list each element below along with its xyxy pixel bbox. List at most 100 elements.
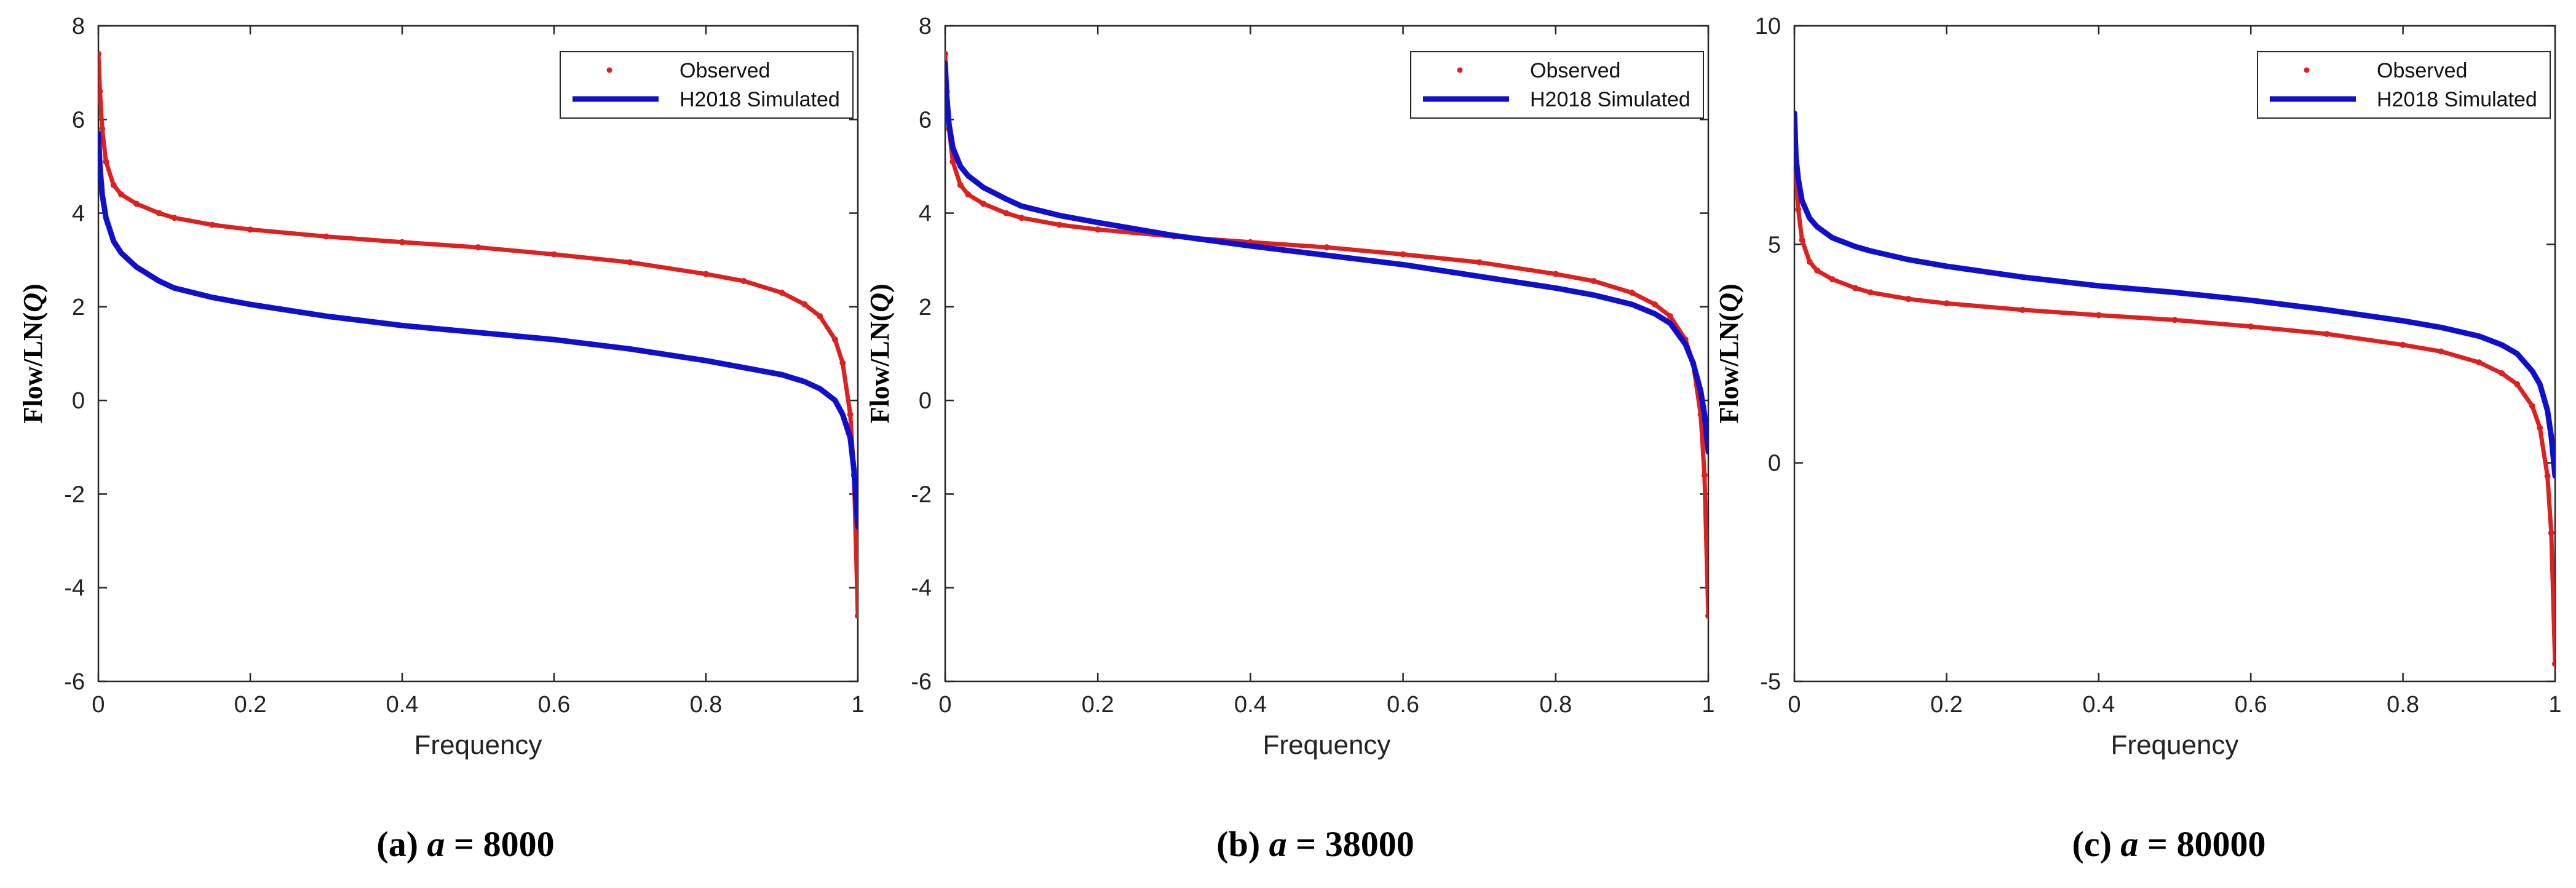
observed-point: [475, 244, 482, 251]
observed-point: [801, 301, 808, 308]
legend-observed-marker: [2304, 67, 2310, 73]
x-tick-label: 0.4: [2082, 692, 2115, 718]
observed-point: [1701, 472, 1708, 478]
plot-area: [945, 50, 1708, 619]
x-tick-label: 0.6: [2235, 692, 2267, 718]
observed-point: [1003, 210, 1010, 216]
x-tick-label: 0.6: [538, 692, 571, 718]
legend: Observed H2018 Simulated: [2257, 51, 2551, 119]
x-tick-label: 1: [2548, 692, 2561, 718]
x-tick-label: 0.8: [690, 692, 723, 718]
observed-point: [1056, 221, 1063, 228]
x-tick-label: 0.8: [1539, 692, 1572, 718]
x-tick-label: 0.2: [1082, 692, 1114, 718]
series-observed: [1794, 136, 2555, 667]
y-tick-label: 2: [72, 295, 85, 320]
y-tick-label: 8: [72, 14, 85, 39]
x-tick-label: 0: [1788, 692, 1801, 718]
legend-observed-label: Observed: [2377, 59, 2467, 82]
y-tick-label: 6: [72, 107, 85, 133]
observed-point: [2552, 660, 2555, 667]
series-observed: [98, 50, 858, 619]
panel-caption: (a) a = 8000: [376, 824, 554, 864]
observed-point: [551, 251, 557, 258]
observed-point: [1905, 296, 1912, 303]
y-tick-label: 4: [919, 201, 932, 227]
observed-point: [1943, 300, 1950, 307]
observed-point: [831, 336, 838, 343]
legend-observed-label: Observed: [1530, 59, 1620, 82]
chart-panel-b: 0 0.2 0.4 0.6 0.8 1 -6 -4 -2 0 2 4 6 8 Frequency Flow/L…: [865, 14, 1715, 760]
observed-point: [399, 239, 405, 245]
observed-point: [1852, 285, 1858, 291]
y-axis-label: Flow/LN(Q): [18, 283, 48, 423]
x-axis-label: Frequency: [1263, 730, 1391, 760]
x-tick-label: 0.6: [1387, 692, 1419, 718]
legend-box: [2257, 51, 2551, 119]
plot-area: [1794, 110, 2555, 667]
y-tick-label: -2: [64, 482, 85, 507]
chart-panel-c: 0 0.2 0.4 0.6 0.8 1 -5 0 5 10 Frequency Flow/LN(Q) O…: [1714, 14, 2562, 760]
observed-point: [2476, 359, 2483, 366]
series-simulated-line: [98, 130, 858, 530]
observed-point: [2548, 529, 2554, 536]
observed-point: [2529, 403, 2535, 410]
observed-point: [171, 215, 178, 221]
y-axis-label: Flow/LN(Q): [865, 283, 895, 423]
y-tick-label: -4: [911, 576, 932, 601]
series-simulated-line: [1794, 110, 2555, 479]
x-tick-label: 0.4: [386, 692, 419, 718]
y-tick-label: 8: [919, 14, 932, 39]
observed-point: [1476, 259, 1483, 266]
observed-point: [2438, 348, 2444, 355]
observed-point: [1814, 267, 1821, 274]
observed-point: [1018, 215, 1025, 221]
observed-point: [1400, 251, 1406, 258]
observed-point: [1795, 206, 1802, 213]
y-tick-label: 0: [919, 388, 932, 414]
observed-point: [965, 191, 972, 198]
observed-point: [949, 158, 956, 165]
observed-point: [627, 259, 633, 266]
panel-caption: (c) a = 80000: [2072, 824, 2266, 864]
observed-point: [703, 271, 709, 277]
y-tick-label: -5: [1760, 669, 1781, 695]
observed-point: [98, 50, 101, 57]
observed-point: [1867, 289, 1874, 296]
observed-point: [855, 612, 858, 619]
axes-box: [944, 25, 1710, 683]
observed-point: [1628, 290, 1635, 296]
observed-point: [98, 88, 103, 95]
observed-point: [2514, 381, 2521, 387]
observed-point: [247, 226, 253, 233]
observed-point: [957, 181, 964, 188]
observed-point: [156, 210, 162, 216]
x-tick-label: 0.2: [234, 692, 267, 718]
x-tick-label: 0.4: [1234, 692, 1267, 718]
observed-point: [945, 50, 948, 57]
observed-point: [839, 360, 846, 367]
observed-point: [1552, 271, 1559, 277]
axes-box: [97, 25, 859, 683]
plot-area: [98, 50, 858, 619]
x-tick-label: 1: [851, 692, 864, 718]
observed-point: [133, 200, 140, 207]
observed-point: [103, 158, 109, 165]
observed-point: [2499, 370, 2505, 376]
legend-simulated-label: H2018 Simulated: [2377, 88, 2537, 111]
axes-box: [1793, 25, 2556, 683]
observed-point: [2019, 306, 2026, 313]
y-tick-label: -4: [64, 576, 85, 601]
chart-panel-a: 0 0.2 0.4 0.6 0.8 1 -6 -4 -2 0 2 4 6 8 Frequency Flow/L…: [18, 14, 865, 760]
observed-point: [323, 233, 330, 240]
y-tick-label: 10: [1755, 14, 1781, 39]
legend-box: [560, 51, 854, 119]
observed-point: [779, 290, 785, 296]
observed-point: [740, 277, 747, 284]
observed-point: [209, 221, 216, 228]
observed-point: [99, 125, 106, 132]
legend-observed-marker: [606, 67, 612, 73]
y-tick-label: 6: [919, 107, 932, 133]
y-tick-label: -6: [64, 669, 85, 695]
